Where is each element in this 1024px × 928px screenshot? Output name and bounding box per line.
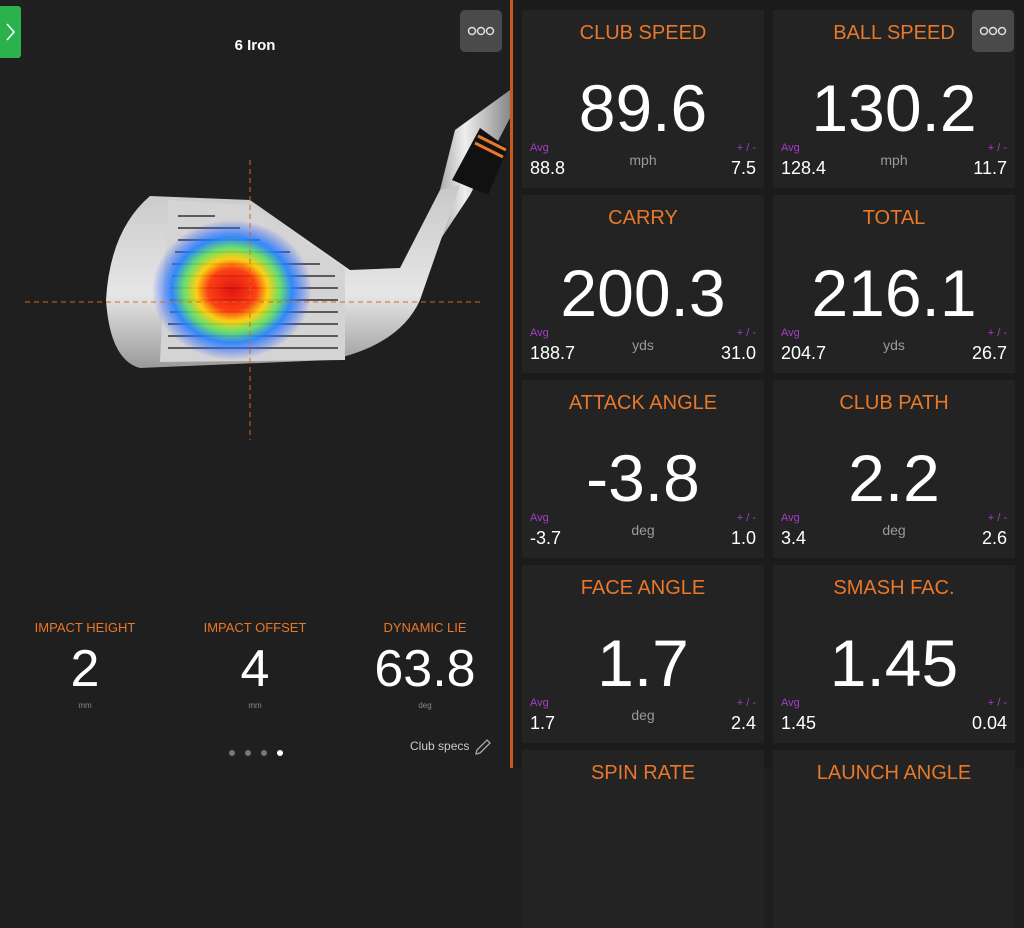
avg-value: 128.4 (781, 158, 827, 178)
stat-unit: mm (78, 701, 92, 710)
club-specs-label: Club specs (410, 739, 470, 754)
metric-title: BALL SPEED (833, 22, 955, 44)
metric-unit: mph (629, 152, 657, 168)
avg-label: Avg (530, 142, 549, 154)
deviation-value: 7.5 (730, 158, 756, 178)
expand-button[interactable] (0, 6, 21, 58)
metric-unit: deg (631, 707, 655, 723)
avg-label: Avg (530, 697, 549, 709)
metric-value: 2.2 (848, 441, 940, 515)
chevron-icon (6, 23, 15, 41)
stat-unit: deg (418, 701, 432, 710)
deviation-label: + / - (736, 327, 756, 339)
deviation-label: + / - (987, 512, 1007, 524)
metric-tile: CARRY 200.3 yds Avg + / - 188.7 31.0 (522, 195, 764, 373)
stat-value: 4 (240, 640, 270, 698)
metric-value: 130.2 (811, 71, 977, 145)
metrics-panel: CLUB SPEED 89.6 mph Avg + / - 88.8 7.5 BALL SPE… (513, 0, 1024, 928)
avg-label: Avg (530, 512, 549, 524)
page-indicator (229, 750, 283, 756)
menu-icon (979, 26, 1007, 36)
impact-stat: IMPACT OFFSET 4 mm (170, 620, 340, 710)
avg-label: Avg (781, 327, 800, 339)
metric-unit: yds (883, 337, 905, 353)
avg-label: Avg (781, 697, 800, 709)
divider (510, 0, 513, 768)
metric-title: CARRY (608, 207, 678, 229)
menu-button[interactable] (460, 10, 502, 52)
metric-title: ATTACK ANGLE (568, 392, 718, 414)
metric-unit: deg (631, 522, 655, 538)
club-image (25, 90, 510, 440)
deviation-label: + / - (736, 142, 756, 154)
club-title: 6 Iron (234, 37, 276, 54)
club-specs-button[interactable]: Club specs (410, 738, 491, 756)
stat-label: IMPACT OFFSET (203, 620, 307, 635)
metric-value: -3.8 (586, 441, 700, 515)
avg-label: Avg (781, 142, 800, 154)
metric-title: SPIN RATE (590, 762, 696, 784)
metric-value: 1.7 (597, 626, 689, 700)
impact-stat: IMPACT HEIGHT 2 mm (0, 620, 170, 710)
deviation-value: 26.7 (971, 343, 1007, 363)
metric-tile: ATTACK ANGLE -3.8 deg Avg + / - -3.7 1.0 (522, 380, 764, 558)
avg-value: 3.4 (781, 528, 807, 548)
stat-label: DYNAMIC LIE (383, 620, 467, 635)
avg-value: 1.7 (530, 713, 556, 733)
impact-stat: DYNAMIC LIE 63.8 deg (340, 620, 510, 710)
metric-unit: deg (882, 522, 906, 538)
deviation-value: 2.6 (981, 528, 1007, 548)
metric-title: CLUB SPEED (579, 22, 707, 44)
deviation-label: + / - (987, 697, 1007, 709)
metric-unit: yds (632, 337, 654, 353)
metric-value: 89.6 (578, 71, 708, 145)
menu-icon (467, 26, 495, 36)
metric-tile: TOTAL 216.1 yds Avg + / - 204.7 26.7 (773, 195, 1015, 373)
metric-value: 200.3 (560, 256, 726, 330)
stat-label: IMPACT HEIGHT (34, 620, 136, 635)
metric-title: SMASH FAC. (833, 577, 955, 599)
deviation-value: 2.4 (730, 713, 756, 733)
metric-value: 216.1 (811, 256, 977, 330)
avg-value: -3.7 (530, 528, 562, 548)
avg-value: 88.8 (530, 158, 566, 178)
deviation-label: + / - (736, 697, 756, 709)
deviation-label: + / - (987, 142, 1007, 154)
menu-button[interactable] (972, 10, 1014, 52)
metric-tile: SPIN RATE (522, 750, 764, 928)
deviation-label: + / - (987, 327, 1007, 339)
metric-title: LAUNCH ANGLE (816, 762, 972, 784)
metric-tile: LAUNCH ANGLE (773, 750, 1015, 928)
metric-tile: CLUB PATH 2.2 deg Avg + / - 3.4 2.6 (773, 380, 1015, 558)
deviation-label: + / - (736, 512, 756, 524)
deviation-value: 31.0 (720, 343, 756, 363)
stat-value: 2 (70, 640, 100, 698)
pencil-icon (474, 739, 491, 755)
metric-title: CLUB PATH (839, 392, 949, 414)
metric-unit: mph (880, 152, 908, 168)
avg-label: Avg (530, 327, 549, 339)
metric-tile: FACE ANGLE 1.7 deg Avg + / - 1.7 2.4 (522, 565, 764, 743)
metric-tile: SMASH FAC. 1.45 Avg + / - 1.45 0.04 (773, 565, 1015, 743)
metric-value: 1.45 (829, 626, 959, 700)
deviation-value: 11.7 (973, 158, 1007, 178)
stat-value: 63.8 (374, 640, 476, 698)
avg-value: 204.7 (781, 343, 827, 363)
deviation-value: 0.04 (971, 713, 1007, 733)
metric-title: TOTAL (862, 207, 926, 229)
metric-tile: CLUB SPEED 89.6 mph Avg + / - 88.8 7.5 (522, 10, 764, 188)
avg-value: 1.45 (781, 713, 817, 733)
left-panel: 6 Iron Club specs IMPACT HEIGHT 2 mm IM (0, 0, 510, 768)
stat-unit: mm (248, 701, 262, 710)
avg-value: 188.7 (530, 343, 576, 363)
deviation-value: 1.0 (730, 528, 756, 548)
metric-title: FACE ANGLE (580, 577, 706, 599)
avg-label: Avg (781, 512, 800, 524)
